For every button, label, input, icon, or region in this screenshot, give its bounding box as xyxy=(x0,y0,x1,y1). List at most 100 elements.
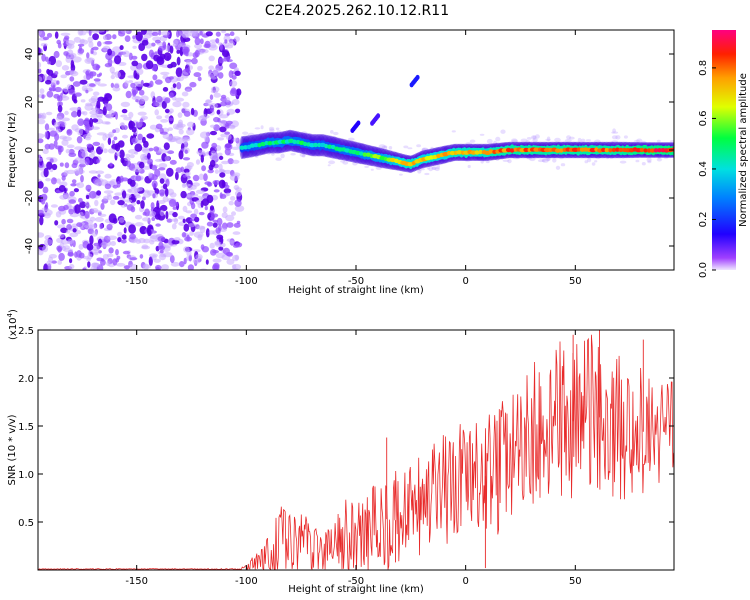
noise-blob xyxy=(149,80,154,88)
noise-blob xyxy=(209,39,217,43)
noise-blob xyxy=(195,254,203,260)
noise-blob xyxy=(44,56,49,62)
colorbar-tick-label: 0.8 xyxy=(698,60,709,76)
noise-blob xyxy=(174,97,185,102)
halo-blob xyxy=(486,138,493,144)
noise-blob xyxy=(48,143,55,150)
noise-blob xyxy=(112,195,120,200)
noise-blob xyxy=(213,189,220,193)
noise-blob xyxy=(52,84,56,92)
noise-blob xyxy=(88,41,94,48)
halo-blob xyxy=(564,138,572,143)
noise-blob xyxy=(69,76,75,82)
noise-blob xyxy=(89,110,99,115)
noise-blob xyxy=(170,261,180,267)
noise-blob xyxy=(232,159,240,164)
figure-title: C2E4.2025.262.10.12.R11 xyxy=(265,3,449,19)
noise-blob xyxy=(68,89,76,95)
noise-blob xyxy=(235,108,241,114)
noise-blob xyxy=(158,173,167,180)
noise-blob xyxy=(187,223,196,228)
noise-blob xyxy=(210,90,219,94)
noise-blob xyxy=(210,150,217,156)
noise-blob xyxy=(47,61,51,65)
noise-blob xyxy=(159,192,165,197)
noise-blob xyxy=(208,230,215,235)
noise-blob xyxy=(234,199,242,207)
noise-blob xyxy=(220,94,227,99)
noise-blob xyxy=(42,245,49,253)
noise-blob xyxy=(132,35,136,40)
halo-blob xyxy=(280,153,285,159)
noise-blob xyxy=(51,163,58,171)
noise-blob xyxy=(201,246,209,253)
halo-blob xyxy=(577,137,582,143)
noise-blob xyxy=(221,212,228,219)
noise-blob xyxy=(162,252,173,258)
noise-blob xyxy=(74,92,82,97)
y-tick-label: 0 xyxy=(24,147,35,153)
ridge-core xyxy=(643,148,648,153)
noise-blob xyxy=(97,96,105,102)
noise-blob xyxy=(149,124,158,130)
halo-blob xyxy=(431,166,437,170)
noise-blob xyxy=(115,152,121,157)
noise-blob xyxy=(166,167,174,177)
noise-blob xyxy=(42,209,53,216)
noise-blob xyxy=(69,258,73,264)
noise-blob xyxy=(57,42,62,49)
noise-blob xyxy=(38,181,44,189)
halo-blob xyxy=(260,125,264,130)
noise-blob xyxy=(71,124,79,131)
ridge-core xyxy=(303,141,308,147)
noise-blob xyxy=(208,55,215,62)
noise-blob xyxy=(105,103,113,111)
noise-blob xyxy=(71,223,78,228)
noise-blob xyxy=(43,74,48,81)
noise-blob xyxy=(120,114,128,118)
noise-blob xyxy=(71,179,77,184)
noise-blob xyxy=(124,80,129,87)
noise-blob xyxy=(195,189,205,194)
noise-blob xyxy=(65,148,71,154)
noise-blob xyxy=(78,243,84,250)
noise-blob xyxy=(88,98,98,103)
noise-blob xyxy=(66,169,76,175)
noise-blob xyxy=(134,214,143,220)
noise-blob xyxy=(168,76,174,80)
noise-blob xyxy=(172,123,180,130)
noise-blob xyxy=(191,57,198,65)
noise-blob xyxy=(87,253,93,260)
noise-blob xyxy=(160,131,168,135)
x-tick-label: 0 xyxy=(462,276,468,287)
colorbar-gradient xyxy=(712,30,736,270)
noise-blob xyxy=(154,109,159,116)
noise-blob xyxy=(218,42,223,46)
noise-blob xyxy=(151,217,156,221)
noise-blob xyxy=(97,174,101,178)
noise-blob xyxy=(214,241,222,247)
ridge-core xyxy=(446,150,452,156)
noise-blob xyxy=(216,109,221,115)
noise-blob xyxy=(40,42,48,47)
noise-blob xyxy=(55,211,62,218)
noise-blob xyxy=(185,210,193,214)
noise-blob xyxy=(85,89,89,94)
noise-blob xyxy=(233,185,240,190)
noise-blob xyxy=(93,78,101,82)
noise-blob xyxy=(71,162,78,169)
noise-blob xyxy=(94,179,103,187)
noise-blob xyxy=(124,199,133,203)
noise-blob xyxy=(84,201,90,206)
halo-blob xyxy=(612,128,616,134)
noise-blob xyxy=(76,222,83,228)
noise-blob xyxy=(117,200,125,206)
noise-blob xyxy=(134,222,144,227)
noise-region xyxy=(38,30,245,270)
noise-blob xyxy=(84,210,90,219)
noise-blob xyxy=(128,111,134,118)
halo-blob xyxy=(669,140,674,143)
noise-blob xyxy=(92,91,100,96)
noise-blob xyxy=(57,246,62,253)
noise-blob xyxy=(88,190,97,199)
